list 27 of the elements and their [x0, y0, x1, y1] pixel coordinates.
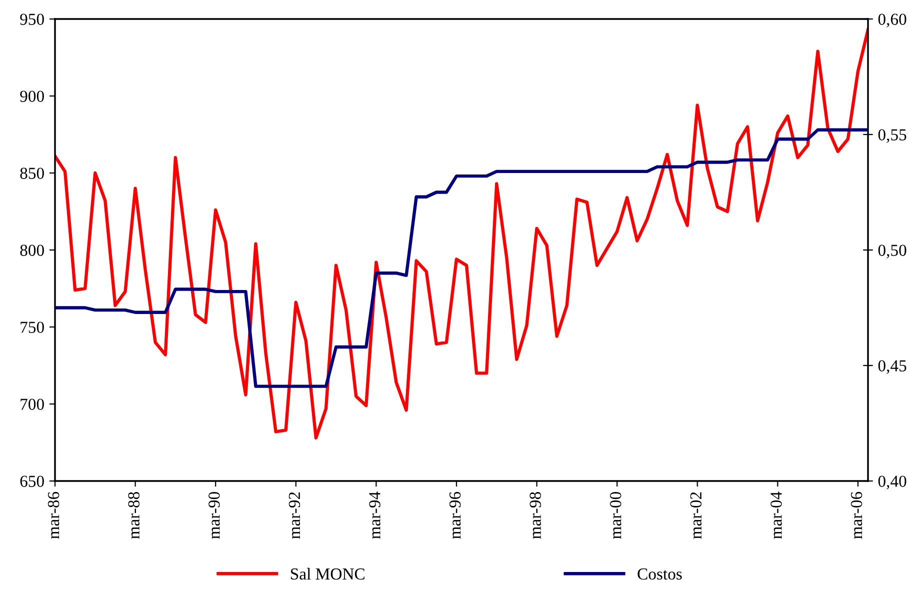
y-tick-label: 650: [20, 476, 44, 487]
y2-tick-label: 0,50: [878, 244, 906, 258]
x-tick-label: mar-88: [128, 492, 140, 539]
y-tick-label: 950: [20, 14, 44, 25]
line-series: [55, 28, 868, 440]
x-tick-label: mar-02: [690, 492, 702, 539]
x-tick-label: mar-90: [208, 492, 220, 539]
y-tick-label: 800: [20, 244, 44, 256]
x-tick-label: mar-06: [850, 492, 862, 539]
y2-tick-label: 0,60: [878, 14, 906, 28]
x-tick-label: mar-92: [288, 492, 300, 539]
y2-tick-label: 0,45: [878, 360, 906, 374]
x-tick-label: mar-00: [610, 492, 622, 539]
x-tick-label: mar-04: [770, 492, 782, 539]
line-series: [55, 128, 868, 388]
y2-tick-label: 0,55: [878, 129, 906, 143]
y-tick-label: 900: [20, 90, 44, 102]
y-tick-label: 700: [20, 398, 44, 410]
x-tick-label: mar-98: [530, 492, 541, 539]
y-tick-label: 850: [20, 168, 44, 179]
x-tick-label: mar-96: [449, 492, 461, 539]
y2-tick-label: 0,40: [878, 476, 906, 490]
x-tick-label: mar-94: [369, 492, 380, 539]
x-tick-label: mar-86: [48, 492, 60, 539]
legend-label: Costos: [638, 568, 682, 580]
legend-label: Sal MONC: [290, 568, 364, 580]
y-tick-label: 750: [20, 322, 44, 333]
